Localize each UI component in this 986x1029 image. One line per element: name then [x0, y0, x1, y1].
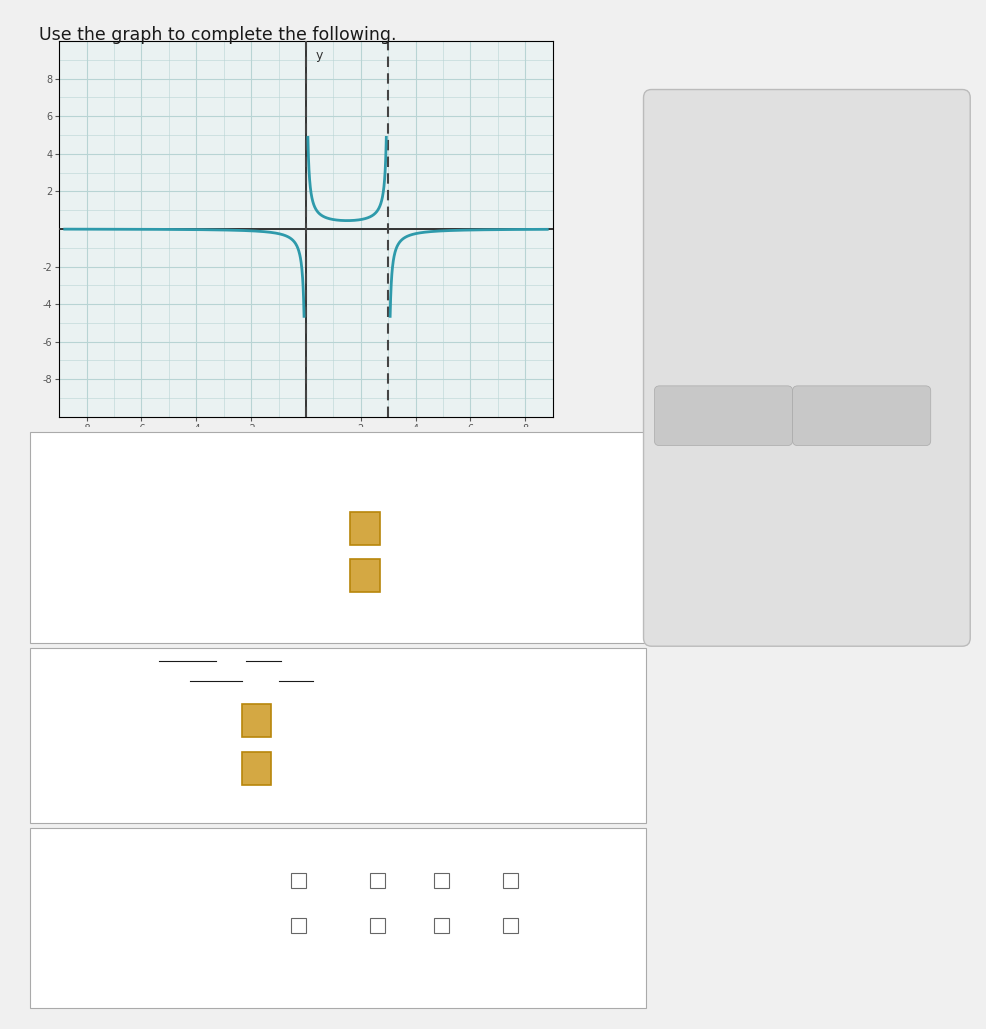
Text: -∞: -∞: [670, 303, 690, 320]
Text: [□,□]: [□,□]: [659, 216, 700, 230]
Text: Vertical asymptote(s):: Vertical asymptote(s):: [74, 514, 228, 529]
Text: (□,□]: (□,□]: [733, 216, 774, 230]
Text: ↺: ↺: [853, 404, 869, 423]
Text: asymptotes. Enter the equations using the "and" button as: asymptotes. Enter the equations using th…: [44, 460, 455, 474]
Text: 3: 3: [457, 872, 465, 886]
Text: -2: -2: [392, 872, 406, 886]
Text: necessary. Select "None" as necessary.: necessary. Select "None" as necessary.: [44, 481, 315, 495]
Text: ―: ―: [765, 132, 773, 141]
Text: □: □: [765, 140, 776, 150]
Text: □: □: [747, 127, 759, 140]
Text: ∅: ∅: [670, 259, 687, 278]
Text: y: y: [316, 48, 322, 62]
Text: 4: 4: [314, 872, 322, 886]
Text: (a) Write the equations for all vertical and horizontal: (a) Write the equations for all vertical…: [44, 439, 410, 454]
Text: □: □: [671, 121, 685, 137]
Text: (c) Find all x-intercepts and y-intercepts. Check all that apply.: (c) Find all x-intercepts and y-intercep…: [44, 830, 471, 845]
Text: Horizontal asymptote(s):: Horizontal asymptote(s):: [74, 561, 246, 575]
Text: ―: ―: [672, 136, 684, 149]
Text: Domain:: Domain:: [74, 705, 132, 719]
Text: None: None: [526, 917, 562, 931]
Text: domain: domain: [159, 654, 211, 669]
Text: domain: domain: [159, 654, 211, 669]
Text: 2: 2: [314, 917, 322, 931]
Text: □and□: □and□: [663, 172, 710, 185]
Text: and: and: [218, 654, 252, 669]
Text: None: None: [526, 872, 562, 886]
Text: y-intercept(s):: y-intercept(s):: [74, 908, 172, 922]
Text: □: □: [671, 147, 685, 163]
Text: of f.: of f.: [283, 654, 314, 669]
Text: 3: 3: [392, 917, 401, 931]
Text: □∪□: □∪□: [725, 257, 764, 273]
Text: □: □: [765, 121, 776, 132]
Text: (b) Find the: (b) Find the: [44, 654, 128, 669]
Text: □=□: □=□: [825, 130, 863, 144]
Text: 0: 0: [457, 917, 465, 931]
Text: None: None: [751, 172, 788, 186]
Text: range: range: [246, 654, 286, 669]
Text: x-intercept(s):: x-intercept(s):: [74, 862, 173, 877]
Text: Write each answer as an interval or union of intervals.: Write each answer as an interval or unio…: [44, 675, 421, 689]
Text: [□,□): [□,□): [809, 216, 850, 230]
Text: ∞: ∞: [836, 257, 851, 275]
Text: (□,□): (□,□): [825, 172, 867, 186]
Text: Range:: Range:: [74, 753, 122, 768]
Text: ×: ×: [715, 404, 731, 423]
Text: Use the graph to complete the following.: Use the graph to complete the following.: [39, 26, 396, 43]
